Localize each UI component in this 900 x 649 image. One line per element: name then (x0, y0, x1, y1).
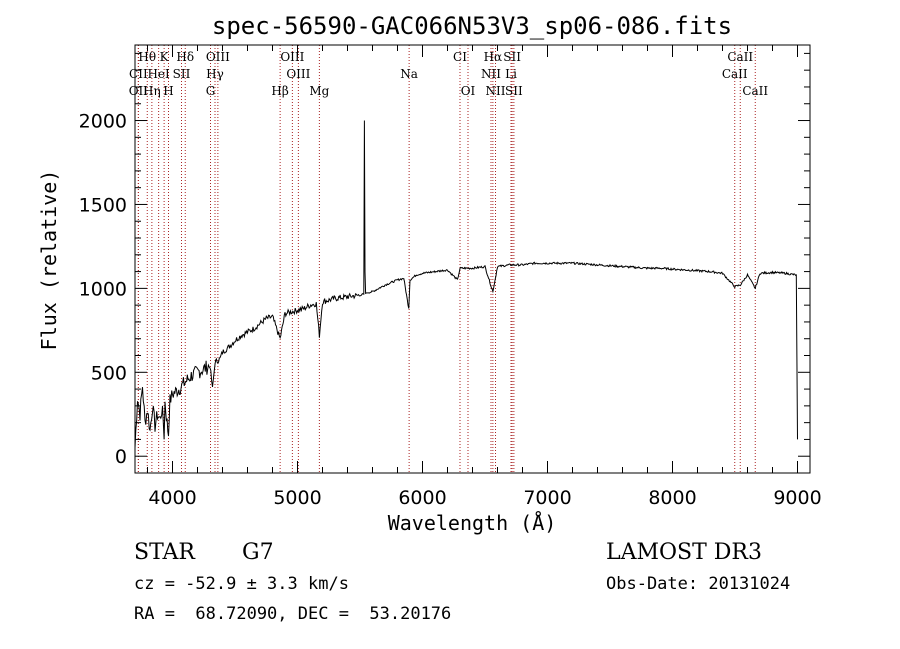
observation-date: Obs-Date: 20131024 (606, 574, 791, 594)
spectral-line-markers (137, 45, 756, 473)
spectral-line-label: Hα (484, 50, 503, 64)
spectral-line-label: Mg (309, 84, 329, 98)
spectral-line-label: Hθ (138, 50, 156, 64)
spectral-line-label: OIII (286, 67, 310, 81)
spectral-line-label: NII (481, 67, 501, 81)
spectral-line-label: OI (461, 84, 476, 98)
spectral-line-label: Na (400, 67, 418, 81)
spectral-line-label: SII (505, 84, 523, 98)
x-tick-label: 7000 (523, 487, 571, 509)
plot-frame (134, 44, 811, 474)
spectral-line-label: SII (503, 50, 521, 64)
y-tick-label: 500 (91, 362, 127, 384)
survey-name: LAMOST DR3 (606, 540, 762, 565)
spectral-line-label: CI (453, 50, 467, 64)
x-tick-label: 8000 (648, 487, 696, 509)
spectral-line-label: Li (505, 67, 517, 81)
spectral-line-label: H (163, 84, 173, 98)
spectral-line-label: Hγ (206, 67, 224, 81)
spectral-line-label: K (160, 50, 170, 64)
object-subclass: G7 (242, 540, 274, 565)
coordinates: RA = 68.72090, DEC = 53.20176 (134, 604, 452, 624)
spectrum-chart: spec-56590-GAC066N53V3_sp06-086.fits Hθ K… (37, 12, 822, 535)
y-tick-label: 1000 (79, 278, 127, 300)
spectral-line-label: SII (173, 67, 191, 81)
spectral-line-label: CaII (742, 84, 768, 98)
redshift-value: cz = -52.9 ± 3.3 km/s (134, 574, 349, 594)
spectral-line-label: HeI (147, 67, 170, 81)
spectral-line-label: CII (129, 67, 148, 81)
spectral-line-label: Hη (143, 84, 161, 98)
spectral-line-label: CaII (722, 67, 748, 81)
spectral-line-label: G (206, 84, 216, 98)
chart-title: spec-56590-GAC066N53V3_sp06-086.fits (212, 12, 732, 40)
spectral-line-label: OII (129, 84, 149, 98)
x-tick-label: 4000 (148, 487, 196, 509)
spectral-line-label: CaII (727, 50, 753, 64)
spectral-line-label: OIII (206, 50, 230, 64)
x-tick-label: 6000 (398, 487, 446, 509)
x-tick-label: 5000 (273, 487, 321, 509)
y-tick-label: 0 (115, 446, 127, 468)
spectrum-line (134, 120, 798, 449)
y-axis-label: Flux (relative) (37, 170, 61, 351)
y-tick-label: 2000 (79, 111, 127, 133)
spectral-line-label: NII (486, 84, 506, 98)
spectral-line-label: OIII (280, 50, 304, 64)
x-axis-label: Wavelength (Å) (388, 511, 557, 535)
x-tick-label: 9000 (773, 487, 821, 509)
y-tick-label: 1500 (79, 194, 127, 216)
axis-ticks: 4000 5000 6000 7000 8000 9000 0 500 1000 1500 2000 (79, 45, 822, 509)
object-class: STAR (134, 540, 195, 565)
spectral-line-label: Hδ (176, 50, 194, 64)
spectral-line-label: Hβ (271, 84, 288, 98)
